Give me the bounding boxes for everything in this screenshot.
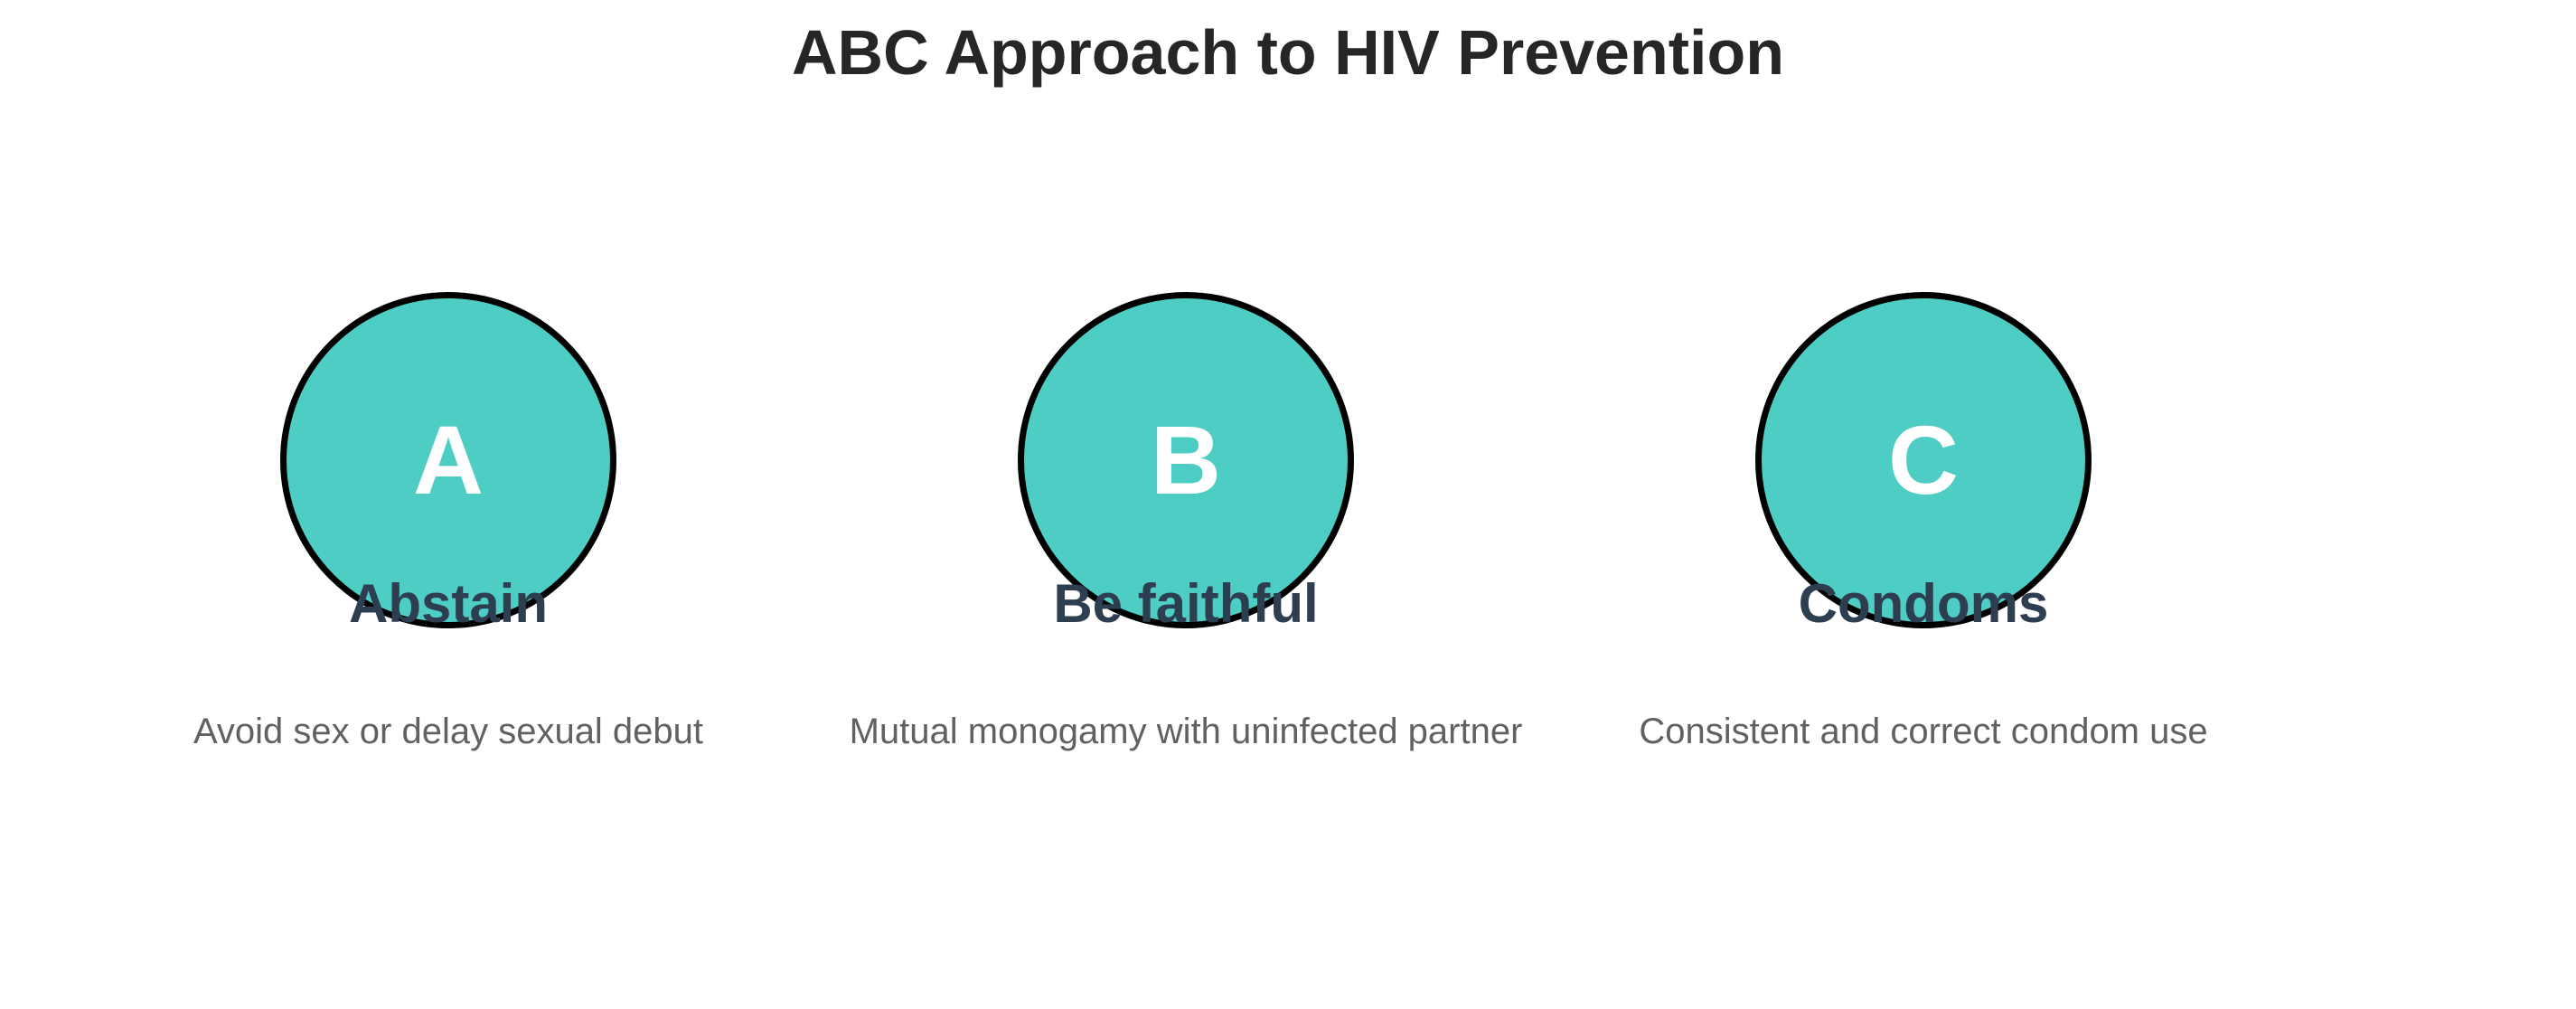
circle-a: A	[280, 292, 616, 628]
label-b: Be faithful	[1053, 573, 1319, 634]
description-a: Avoid sex or delay sexual debut	[193, 712, 704, 751]
letter-b: B	[1151, 405, 1221, 514]
circle-c: C	[1755, 292, 2092, 628]
circle-b: B	[1018, 292, 1354, 628]
label-c: Condoms	[1798, 573, 2049, 634]
description-c: Consistent and correct condom use	[1639, 712, 2208, 751]
letter-c: C	[1888, 405, 1959, 514]
label-a: Abstain	[348, 573, 549, 634]
description-b: Mutual monogamy with uninfected partner	[849, 712, 1523, 751]
diagram-title: ABC Approach to HIV Prevention	[791, 17, 1785, 88]
letter-a: A	[413, 405, 484, 514]
